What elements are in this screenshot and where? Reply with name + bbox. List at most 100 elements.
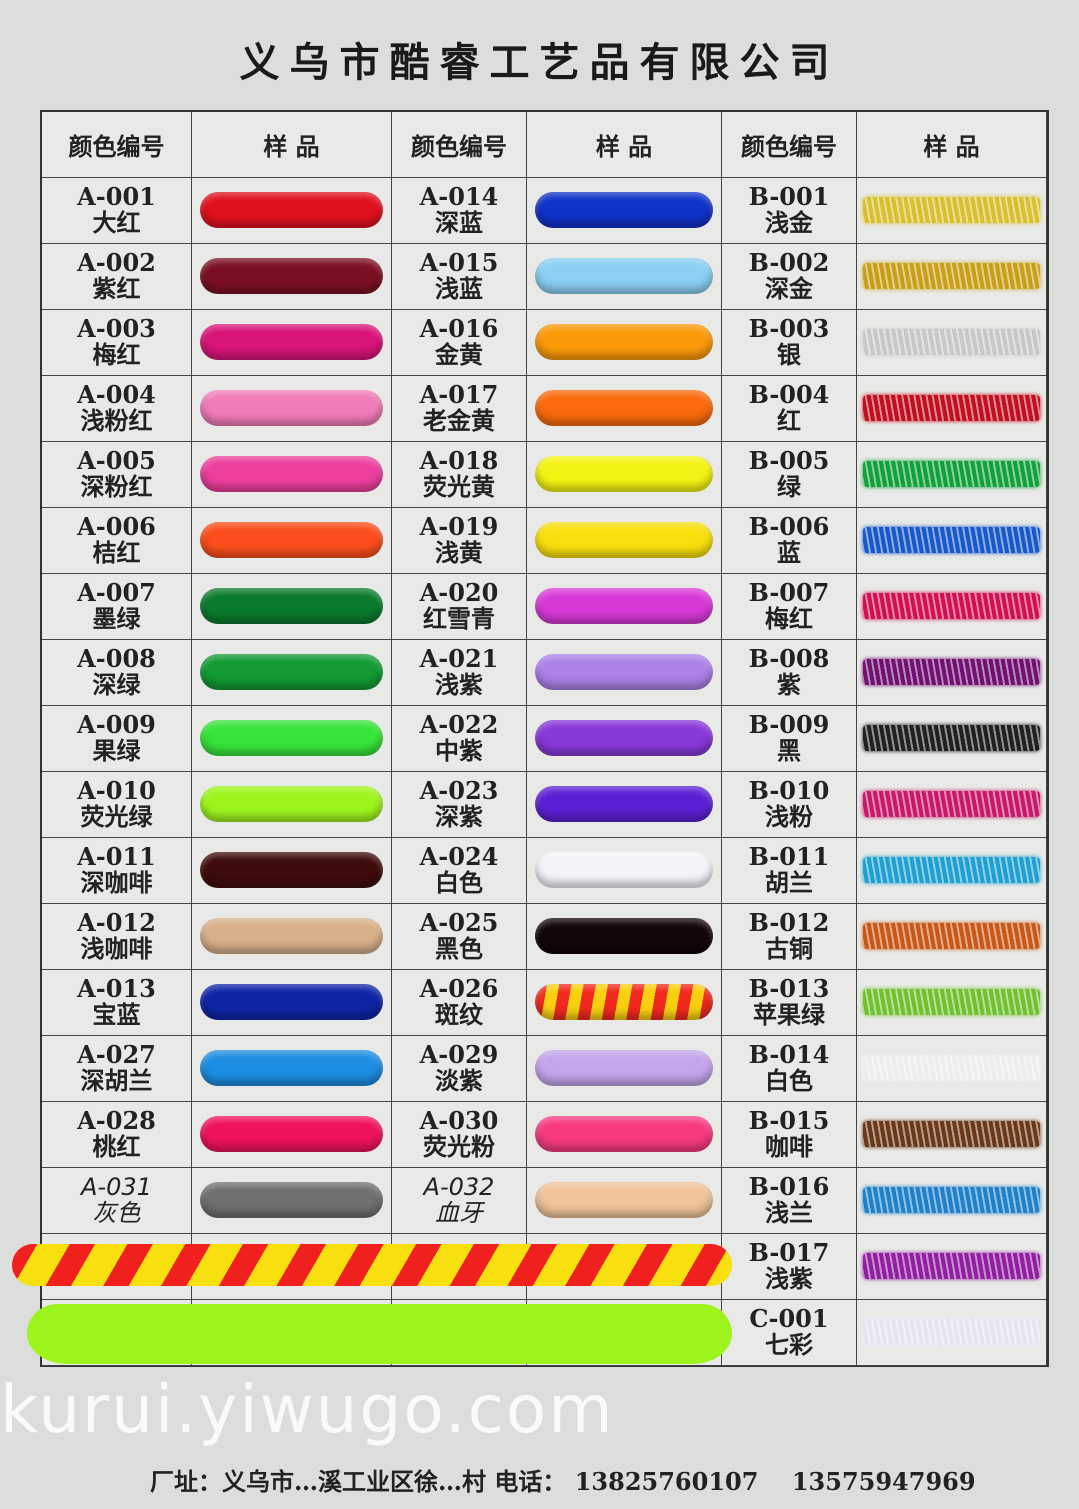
code-cell: B-001 浅金 (722, 177, 857, 243)
color-name: 白色 (765, 1066, 813, 1095)
sample-cell (857, 1299, 1047, 1365)
color-name: 深绿 (92, 670, 141, 699)
address: 厂址：义乌市…溪工业区徐…村 (150, 1467, 486, 1496)
color-code: A-002 (77, 248, 156, 277)
chenille-sample (199, 1182, 384, 1218)
color-name: 深咖啡 (80, 868, 153, 897)
color-name: 浅蓝 (435, 274, 483, 303)
table-row: A-031 灰色 A-032 血牙 B-016 浅兰 (42, 1167, 1047, 1234)
sample-cell (527, 639, 722, 705)
code-cell: A-015 浅蓝 (392, 243, 527, 309)
color-code: A-020 (419, 578, 499, 607)
color-name: 紫 (777, 670, 801, 699)
color-name: 浅粉红 (80, 406, 153, 435)
code-cell: C-001 七彩 (722, 1299, 857, 1365)
sample-cell (527, 837, 722, 903)
code-cell: A-013 宝蓝 (42, 969, 192, 1035)
color-code: A-022 (419, 710, 499, 739)
color-code: A-008 (77, 644, 156, 673)
color-code: A-014 (419, 182, 499, 211)
table-row: A-006 桔红 A-019 浅黄 B-006 蓝 (42, 507, 1047, 574)
sample-cell (527, 243, 722, 309)
bump-chenille-sample (27, 1304, 732, 1364)
sample-cell (192, 771, 392, 837)
color-chart-table: 颜色编号 样 品 颜色编号 样 品 颜色编号 样 品 A-001 大红 A-014 深蓝 B-001… (12, 110, 1049, 1367)
code-cell: A-004 浅粉红 (42, 375, 192, 441)
code-cell: B-003 银 (722, 309, 857, 375)
chenille-sample (534, 654, 714, 690)
color-name: 浅紫 (435, 670, 483, 699)
table-row: A-012 浅咖啡 A-025 黑色 B-012 古铜 (42, 903, 1047, 970)
chenille-sample (199, 984, 384, 1020)
code-cell: B-005 绿 (722, 441, 857, 507)
sample-cell (527, 969, 722, 1035)
sample-cell (192, 1035, 392, 1101)
code-cell: A-006 桔红 (42, 507, 192, 573)
sample-cell (857, 243, 1047, 309)
color-code: A-003 (77, 314, 156, 343)
chenille-sample (199, 258, 384, 294)
color-code: A-009 (77, 710, 156, 739)
chenille-sample (534, 522, 714, 558)
color-code: B-016 (748, 1172, 830, 1201)
code-cell: A-031 灰色 (42, 1167, 192, 1233)
color-name: 黑 (777, 736, 801, 765)
chenille-sample (534, 1116, 714, 1152)
phone-label: 电话： (494, 1467, 567, 1496)
chenille-sample (534, 720, 714, 756)
color-name: 深紫 (435, 802, 483, 831)
color-code: A-004 (77, 380, 156, 409)
chenille-sample (534, 456, 714, 492)
chenille-sample (199, 852, 384, 888)
code-cell: A-017 老金黄 (392, 375, 527, 441)
color-code: B-017 (748, 1238, 830, 1267)
color-name: 灰色 (92, 1199, 141, 1227)
chenille-sample (199, 720, 384, 756)
color-code: A-019 (419, 512, 499, 541)
chenille-sample (199, 786, 384, 822)
sample-cell (857, 309, 1047, 375)
sample-cell (527, 309, 722, 375)
color-code: B-006 (748, 512, 830, 541)
color-name: 白色 (435, 868, 483, 897)
code-cell: A-009 果绿 (42, 705, 192, 771)
tinsel-sample (862, 1319, 1041, 1345)
color-name: 血牙 (435, 1199, 483, 1227)
phone-1: 13825760107 (574, 1467, 759, 1496)
color-name: 深金 (765, 274, 813, 303)
color-code: B-008 (748, 644, 830, 673)
sample-cell (857, 639, 1047, 705)
code-cell: A-010 荧光绿 (42, 771, 192, 837)
color-code: A-001 (77, 182, 156, 211)
sample-cell (192, 1101, 392, 1167)
code-cell: A-007 墨绿 (42, 573, 192, 639)
color-code: A-028 (77, 1106, 156, 1135)
sample-cell: 样 品 (192, 112, 392, 177)
code-cell: 颜色编号 (722, 112, 857, 177)
tinsel-sample (862, 857, 1041, 883)
tinsel-sample (862, 1055, 1041, 1081)
color-code: A-021 (419, 644, 499, 673)
sample-cell (192, 375, 392, 441)
color-name: 咖啡 (765, 1132, 813, 1161)
chenille-sample (534, 258, 714, 294)
color-code: B-004 (748, 380, 830, 409)
chenille-sample (534, 192, 714, 228)
sample-cell (192, 243, 392, 309)
sample-cell (857, 1035, 1047, 1101)
tinsel-sample (862, 395, 1041, 421)
watermark: kurui.yiwugo.com (0, 1371, 615, 1448)
color-name: 浅金 (765, 208, 813, 237)
code-cell: A-002 紫红 (42, 243, 192, 309)
color-name: 七彩 (765, 1330, 813, 1359)
code-cell: 颜色编号 (392, 112, 527, 177)
color-name: 浅咖啡 (80, 934, 153, 963)
color-code: A-011 (77, 842, 156, 871)
sample-cell (527, 1035, 722, 1101)
color-name: 黑色 (435, 934, 483, 963)
color-code: A-007 (77, 578, 156, 607)
color-code: A-026 (419, 974, 499, 1003)
table-row: A-008 深绿 A-021 浅紫 B-008 紫 (42, 639, 1047, 706)
code-cell: 颜色编号 (42, 112, 192, 177)
color-code: B-003 (748, 314, 830, 343)
